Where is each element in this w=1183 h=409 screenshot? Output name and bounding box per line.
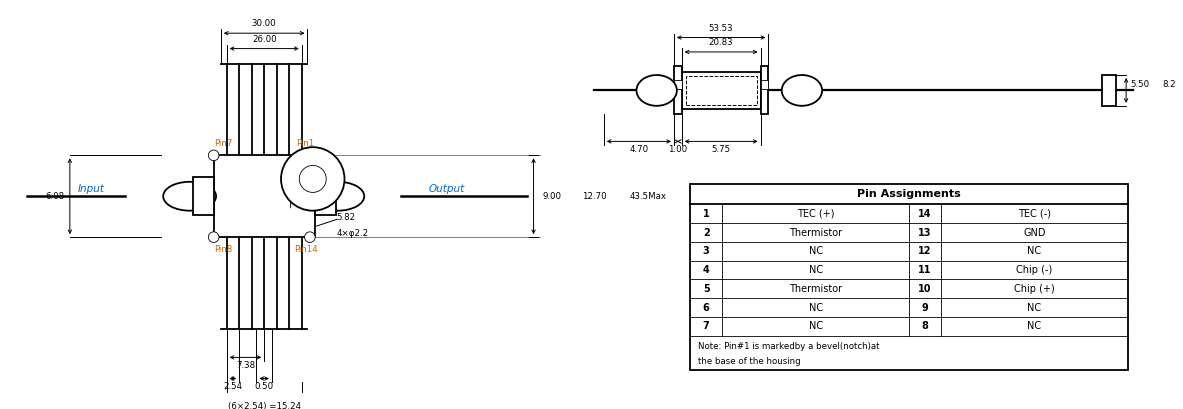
Text: 13: 13 <box>918 227 932 238</box>
Text: 7: 7 <box>703 321 710 331</box>
Text: 30.00: 30.00 <box>252 19 277 28</box>
Text: NC: NC <box>809 321 822 331</box>
Text: NC: NC <box>1028 246 1041 256</box>
Text: Input: Input <box>78 184 104 193</box>
Text: 5: 5 <box>703 284 710 294</box>
Text: Thermistor: Thermistor <box>789 227 842 238</box>
Text: 6.08: 6.08 <box>45 192 64 201</box>
Circle shape <box>299 166 327 192</box>
Text: 20.83: 20.83 <box>709 38 733 47</box>
Ellipse shape <box>782 75 822 106</box>
Text: 6: 6 <box>703 303 710 312</box>
Bar <box>685 76 757 105</box>
Circle shape <box>208 232 219 243</box>
Text: NC: NC <box>809 246 822 256</box>
Text: GND: GND <box>1023 227 1046 238</box>
Text: 4: 4 <box>703 265 710 275</box>
Circle shape <box>282 147 344 211</box>
Text: Pin1: Pin1 <box>297 139 315 148</box>
Text: Output: Output <box>429 184 465 193</box>
Text: NC: NC <box>1028 303 1041 312</box>
Text: Thermistor: Thermistor <box>789 284 842 294</box>
Bar <box>1103 75 1116 106</box>
Text: Pin14: Pin14 <box>293 245 317 254</box>
Text: NC: NC <box>809 303 822 312</box>
Text: Note: Pin#1 is markedby a bevel(notch)at: Note: Pin#1 is markedby a bevel(notch)at <box>698 342 879 351</box>
Text: 11: 11 <box>918 265 932 275</box>
Circle shape <box>304 150 315 161</box>
Text: 8.2: 8.2 <box>1163 80 1176 89</box>
Text: TEC (+): TEC (+) <box>797 209 834 219</box>
Text: 9: 9 <box>922 303 929 312</box>
Bar <box>193 177 214 216</box>
Bar <box>761 66 768 115</box>
Text: 3: 3 <box>703 246 710 256</box>
Text: (6×2.54) =15.24: (6×2.54) =15.24 <box>227 402 300 409</box>
Text: Chip (+): Chip (+) <box>1014 284 1055 294</box>
Bar <box>674 80 681 90</box>
Text: 5.50: 5.50 <box>1130 80 1149 89</box>
Bar <box>214 155 315 237</box>
Text: 1: 1 <box>703 209 710 219</box>
Bar <box>315 177 336 216</box>
Text: 53.53: 53.53 <box>709 24 733 33</box>
Text: Pin Assignments: Pin Assignments <box>858 189 961 199</box>
Text: NC: NC <box>809 265 822 275</box>
Text: 14: 14 <box>918 209 932 219</box>
Text: 12: 12 <box>918 246 932 256</box>
Text: 7.38: 7.38 <box>235 361 256 370</box>
Text: Chip (-): Chip (-) <box>1016 265 1053 275</box>
Text: 8: 8 <box>922 321 929 331</box>
Text: 2.54: 2.54 <box>224 382 243 391</box>
Bar <box>681 72 761 109</box>
Text: TEC (-): TEC (-) <box>1019 209 1051 219</box>
Bar <box>674 66 681 115</box>
Text: 4×φ2.2: 4×φ2.2 <box>337 229 369 238</box>
Text: 0.50: 0.50 <box>254 382 273 391</box>
Text: 12.70: 12.70 <box>582 192 606 201</box>
Text: 10: 10 <box>918 284 932 294</box>
Text: NC: NC <box>1028 321 1041 331</box>
Text: 26.00: 26.00 <box>252 35 277 44</box>
Circle shape <box>304 232 315 243</box>
Text: Pin8: Pin8 <box>214 245 232 254</box>
Text: 2: 2 <box>703 227 710 238</box>
Text: 9.00: 9.00 <box>542 192 561 201</box>
Ellipse shape <box>311 182 364 211</box>
Text: Pin7: Pin7 <box>214 139 232 148</box>
Text: 43.5Max: 43.5Max <box>629 192 667 201</box>
Text: 4.70: 4.70 <box>629 145 648 154</box>
Circle shape <box>208 150 219 161</box>
Bar <box>691 184 1129 371</box>
Text: 5.75: 5.75 <box>711 145 731 154</box>
Ellipse shape <box>163 182 216 211</box>
Text: 1.00: 1.00 <box>668 145 687 154</box>
Ellipse shape <box>636 75 677 106</box>
Text: 5.82: 5.82 <box>337 213 356 222</box>
Text: the base of the housing: the base of the housing <box>698 357 801 366</box>
Bar <box>761 80 768 90</box>
